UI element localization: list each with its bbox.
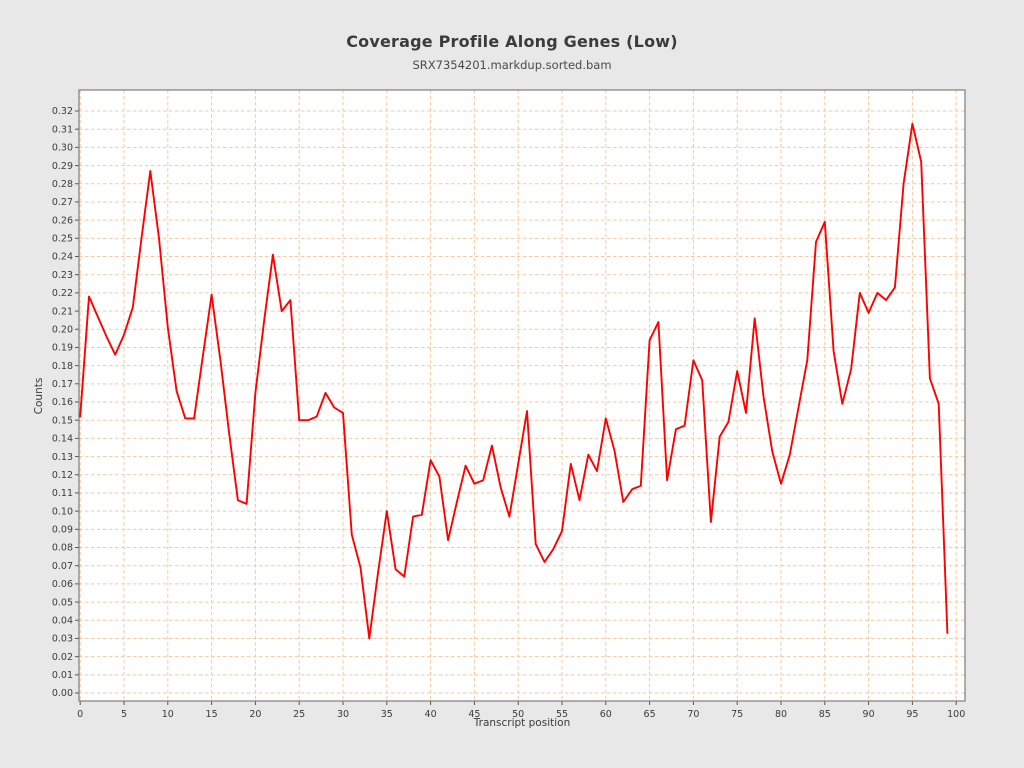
y-axis-label: Counts bbox=[33, 377, 45, 415]
svg-text:0.28: 0.28 bbox=[52, 179, 73, 190]
svg-text:60: 60 bbox=[600, 709, 612, 720]
svg-text:0.16: 0.16 bbox=[52, 397, 73, 408]
svg-text:90: 90 bbox=[863, 709, 875, 720]
svg-text:0.13: 0.13 bbox=[52, 452, 73, 463]
svg-text:0.23: 0.23 bbox=[52, 270, 73, 281]
svg-text:0.04: 0.04 bbox=[52, 615, 73, 626]
svg-text:0.29: 0.29 bbox=[52, 161, 73, 172]
svg-text:0.27: 0.27 bbox=[52, 197, 73, 208]
svg-text:0.10: 0.10 bbox=[52, 506, 73, 517]
svg-text:0.00: 0.00 bbox=[52, 688, 73, 699]
svg-text:0.02: 0.02 bbox=[52, 652, 73, 663]
svg-text:0.22: 0.22 bbox=[52, 288, 73, 299]
svg-text:0.15: 0.15 bbox=[52, 415, 73, 426]
svg-text:0.31: 0.31 bbox=[52, 124, 73, 135]
svg-text:85: 85 bbox=[819, 709, 831, 720]
svg-text:0.06: 0.06 bbox=[52, 579, 73, 590]
svg-text:0.01: 0.01 bbox=[52, 670, 73, 681]
svg-text:0.24: 0.24 bbox=[52, 252, 73, 263]
svg-text:95: 95 bbox=[906, 709, 918, 720]
svg-text:75: 75 bbox=[731, 709, 743, 720]
svg-text:0.32: 0.32 bbox=[52, 106, 73, 117]
svg-text:20: 20 bbox=[249, 709, 261, 720]
svg-text:5: 5 bbox=[121, 709, 127, 720]
svg-text:0.19: 0.19 bbox=[52, 343, 73, 354]
svg-text:0.07: 0.07 bbox=[52, 561, 73, 572]
svg-text:0.20: 0.20 bbox=[52, 324, 73, 335]
svg-text:100: 100 bbox=[947, 709, 965, 720]
svg-text:45: 45 bbox=[468, 709, 480, 720]
svg-text:0.17: 0.17 bbox=[52, 379, 73, 390]
svg-text:55: 55 bbox=[556, 709, 568, 720]
chart-title: Coverage Profile Along Genes (Low) bbox=[346, 32, 678, 51]
svg-text:15: 15 bbox=[206, 709, 218, 720]
svg-text:70: 70 bbox=[687, 709, 699, 720]
svg-text:25: 25 bbox=[293, 709, 305, 720]
svg-text:40: 40 bbox=[425, 709, 437, 720]
svg-text:0: 0 bbox=[77, 709, 83, 720]
svg-text:0.30: 0.30 bbox=[52, 143, 73, 154]
chart-subtitle: SRX7354201.markdup.sorted.bam bbox=[412, 58, 612, 72]
svg-text:0.09: 0.09 bbox=[52, 525, 73, 536]
svg-text:30: 30 bbox=[337, 709, 349, 720]
svg-text:0.12: 0.12 bbox=[52, 470, 73, 481]
svg-text:0.14: 0.14 bbox=[52, 434, 73, 445]
svg-text:0.05: 0.05 bbox=[52, 597, 73, 608]
svg-text:0.21: 0.21 bbox=[52, 306, 73, 317]
svg-text:0.08: 0.08 bbox=[52, 543, 73, 554]
svg-text:0.11: 0.11 bbox=[52, 488, 73, 499]
x-axis-label: Transcript position bbox=[473, 717, 571, 729]
svg-text:0.26: 0.26 bbox=[52, 215, 73, 226]
svg-text:0.03: 0.03 bbox=[52, 634, 73, 645]
svg-text:50: 50 bbox=[512, 709, 524, 720]
svg-text:65: 65 bbox=[644, 709, 656, 720]
svg-text:0.18: 0.18 bbox=[52, 361, 73, 372]
svg-text:35: 35 bbox=[381, 709, 393, 720]
svg-text:80: 80 bbox=[775, 709, 787, 720]
svg-text:10: 10 bbox=[162, 709, 174, 720]
svg-text:0.25: 0.25 bbox=[52, 234, 73, 245]
